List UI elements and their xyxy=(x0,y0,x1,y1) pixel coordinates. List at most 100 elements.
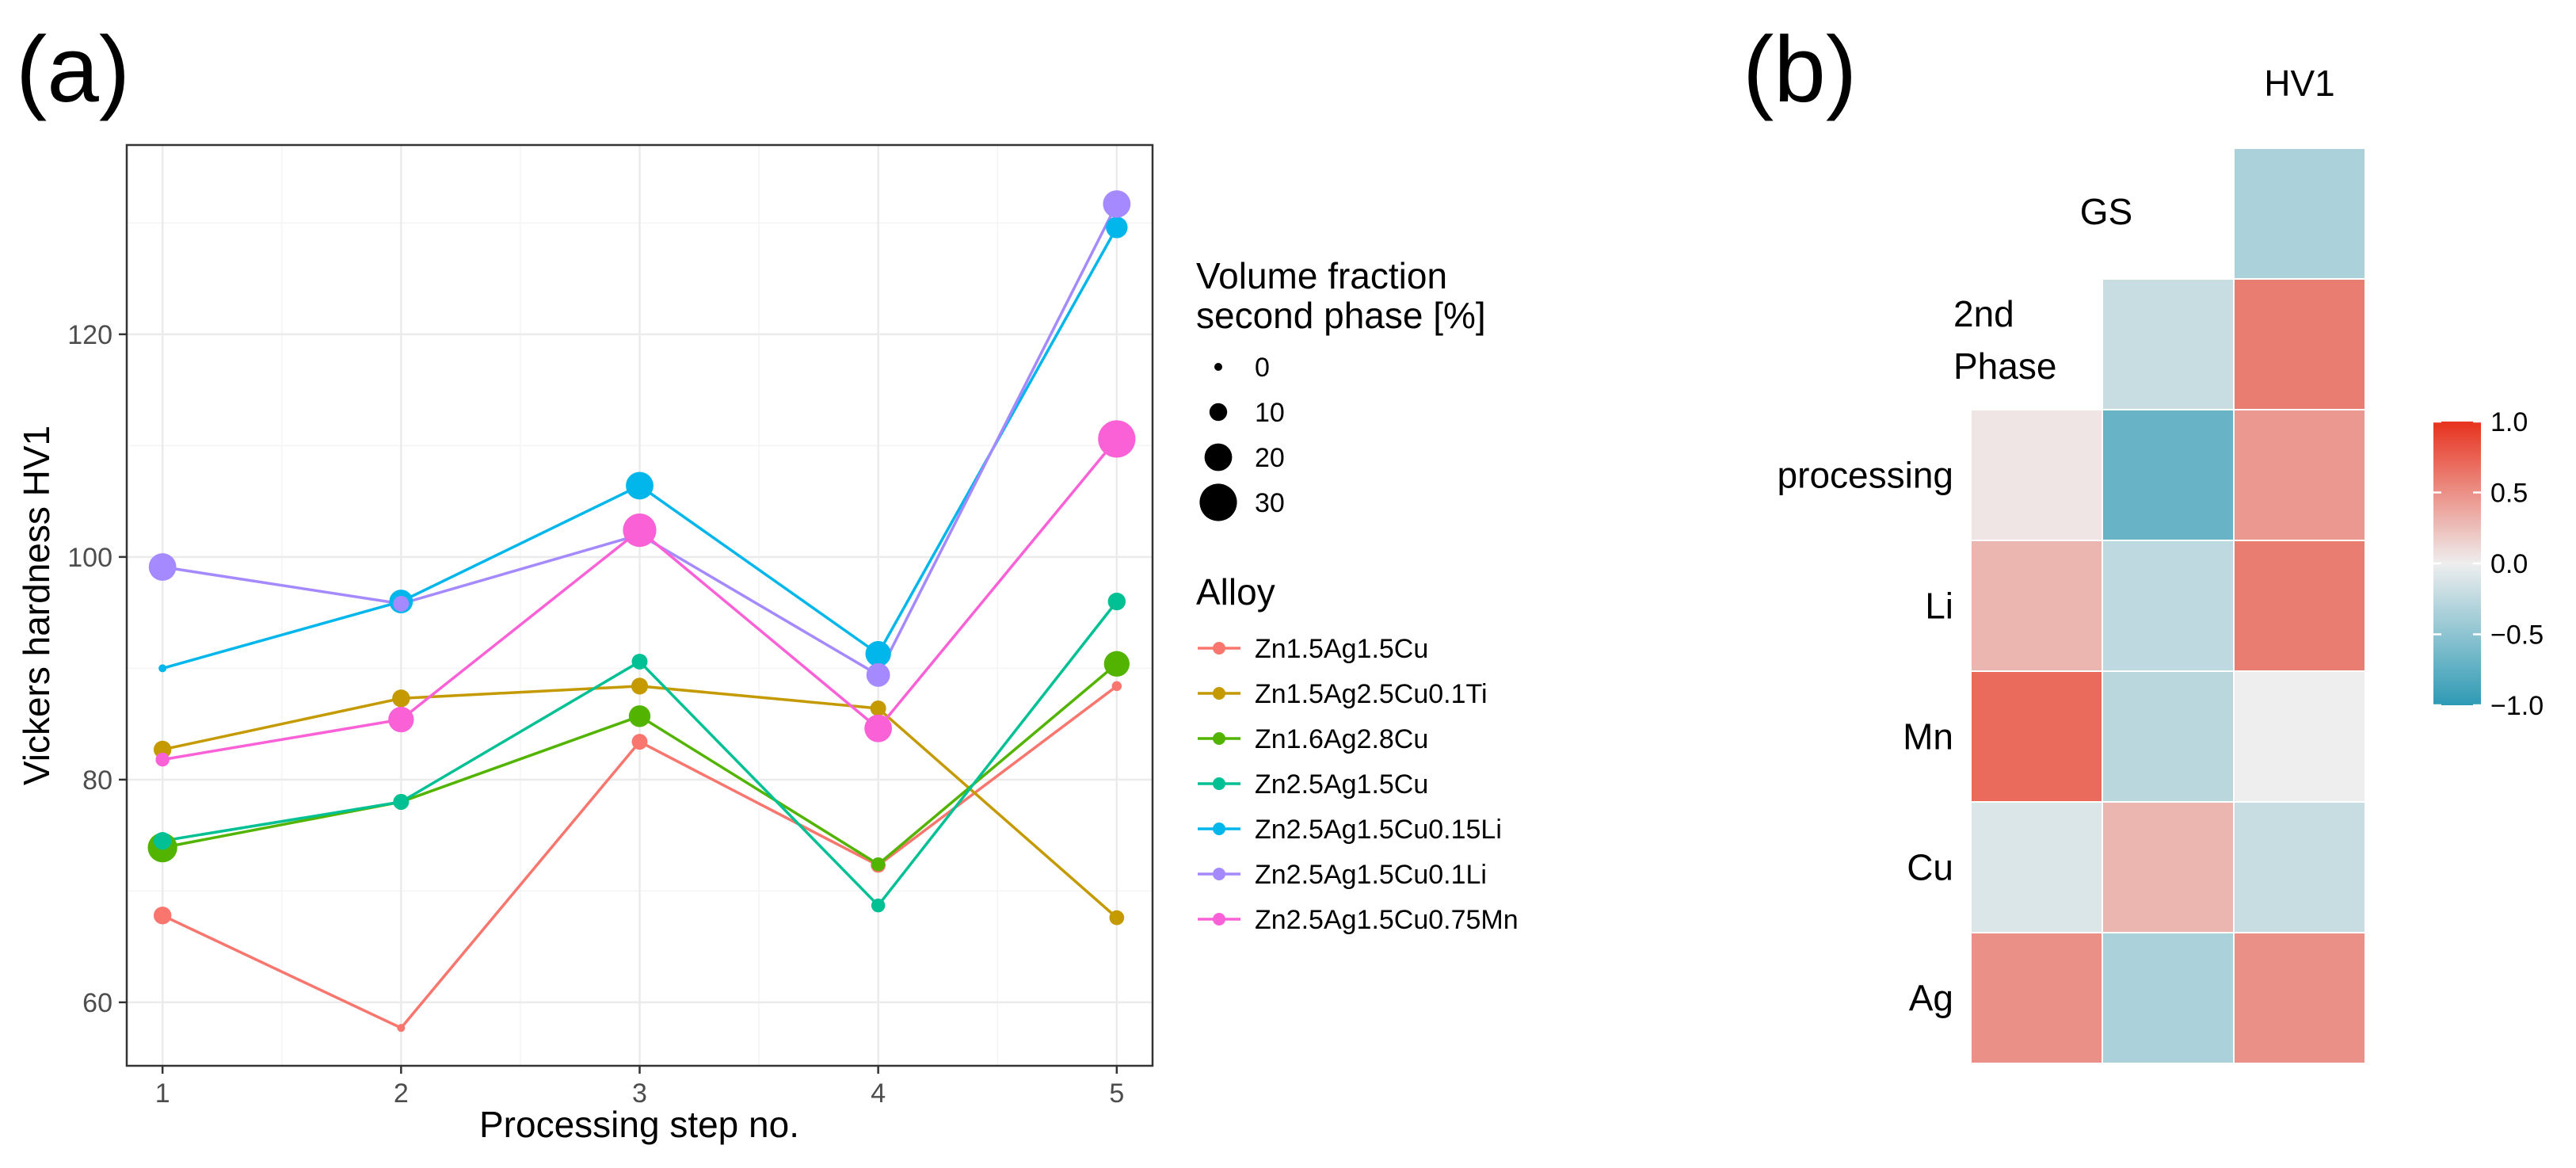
x-tick-label: 1 xyxy=(155,1078,170,1109)
color-legend-key xyxy=(1213,913,1225,926)
data-point xyxy=(1111,681,1122,692)
data-point xyxy=(392,689,410,708)
data-point xyxy=(628,705,651,727)
data-point xyxy=(393,595,410,612)
color-legend-key xyxy=(1213,687,1225,700)
data-point xyxy=(626,471,654,500)
color-legend-key xyxy=(1213,777,1225,790)
heatmap-cell xyxy=(2102,670,2235,803)
x-axis-title: Processing step no. xyxy=(479,1104,799,1145)
heatmap-cell xyxy=(2102,278,2235,410)
heatmap-row-label: Mn xyxy=(1903,716,1953,758)
x-tick-label: 3 xyxy=(632,1078,647,1109)
data-point xyxy=(153,740,172,759)
data-point xyxy=(864,714,893,742)
heatmap-labels: HV1 GS 2nd Phase processing Li Mn Cu Ag xyxy=(1778,63,2335,1019)
heatmap-cell xyxy=(1970,540,2103,672)
heatmap-label-HV1: HV1 xyxy=(2264,63,2334,104)
heatmap-cell xyxy=(2233,147,2366,280)
data-point xyxy=(631,678,649,695)
color-legend-label: Zn1.5Ag2.5Cu0.1Ti xyxy=(1255,679,1488,709)
data-point xyxy=(631,653,648,670)
size-legend-title-line2: second phase [%] xyxy=(1196,295,1486,336)
data-point xyxy=(871,898,886,913)
color-legend-key xyxy=(1213,868,1225,880)
heatmap-cell xyxy=(2102,932,2235,1064)
color-legend-label: Zn1.6Ag2.8Cu xyxy=(1255,724,1428,754)
color-scale-legend: 1.0 0.5 0.0 −0.5 −1.0 xyxy=(2433,407,2544,721)
heatmap-cell xyxy=(2233,670,2366,803)
x-tick-label: 2 xyxy=(394,1078,409,1109)
size-legend-key xyxy=(1204,443,1233,471)
y-axis: 60 80 100 120 xyxy=(67,320,127,1018)
size-legend-label: 20 xyxy=(1255,443,1285,473)
data-point xyxy=(623,513,657,548)
data-point xyxy=(1106,216,1128,239)
y-tick-label: 120 xyxy=(67,320,112,350)
heatmap-cell xyxy=(1970,801,2103,933)
line-chart: 60 80 100 120 1 2 3 4 5 Processing step no. Vic… xyxy=(16,143,1154,1145)
y-tick-label: 80 xyxy=(82,765,112,796)
data-point xyxy=(1109,910,1125,926)
data-point xyxy=(388,706,414,733)
color-scale-label: −0.5 xyxy=(2490,620,2544,651)
size-legend: Volume fraction second phase [%] 0 10 20 30 xyxy=(1196,255,1486,521)
panel-b: (b) HV1 GS 2nd Phase processing Li Mn Cu Ag 1.0 0… xyxy=(1743,17,2544,1064)
data-point xyxy=(1103,651,1130,677)
size-legend-key xyxy=(1209,403,1228,422)
color-legend-title: Alloy xyxy=(1196,571,1275,613)
data-point xyxy=(865,640,891,667)
color-legend-label: Zn1.5Ag1.5Cu xyxy=(1255,634,1428,664)
heatmap-cell xyxy=(2233,932,2366,1064)
heatmap-row-label: Li xyxy=(1925,586,1953,627)
color-scale-label: 0.0 xyxy=(2490,549,2528,579)
y-tick-label: 100 xyxy=(67,543,112,573)
heatmap-cell xyxy=(2102,540,2235,672)
panel-a-label: (a) xyxy=(16,17,130,122)
heatmap-label-GS: GS xyxy=(2080,191,2132,232)
heatmap-label-2nd-phase: 2nd xyxy=(1953,293,2014,334)
data-point xyxy=(153,907,172,925)
size-legend-label: 10 xyxy=(1255,398,1285,428)
data-point xyxy=(870,700,886,716)
color-scale-label: 1.0 xyxy=(2490,407,2528,437)
x-axis: 1 2 3 4 5 xyxy=(155,1066,1124,1109)
size-legend-label: 0 xyxy=(1255,353,1270,383)
data-point xyxy=(871,857,886,872)
data-point xyxy=(155,752,170,767)
heatmap-cell xyxy=(2233,278,2366,410)
color-legend-label: Zn2.5Ag1.5Cu xyxy=(1255,769,1428,800)
data-point xyxy=(1103,190,1131,218)
x-tick-label: 5 xyxy=(1109,1078,1124,1109)
data-point xyxy=(158,664,167,673)
heatmap-cell xyxy=(2102,409,2235,541)
color-legend: Alloy Zn1.5Ag1.5Cu Zn1.5Ag2.5Cu0.1Ti Zn1.6… xyxy=(1196,571,1519,935)
color-legend-key xyxy=(1213,823,1225,835)
data-point xyxy=(1107,592,1126,611)
heatmap-cells xyxy=(1970,147,2366,1064)
size-legend-title-line1: Volume fraction xyxy=(1196,255,1447,296)
y-axis-title: Vickers hardness HV1 xyxy=(16,426,57,785)
size-legend-key xyxy=(1214,363,1222,371)
heatmap-cell xyxy=(1970,932,2103,1064)
heatmap-cell xyxy=(2233,540,2366,672)
color-scale-label: −1.0 xyxy=(2490,691,2544,721)
heatmap-cell xyxy=(1970,409,2103,541)
data-point xyxy=(393,794,410,810)
heatmap-cell xyxy=(1970,670,2103,803)
data-point xyxy=(153,831,172,850)
heatmap-label-2nd-phase: Phase xyxy=(1953,345,2056,387)
data-point xyxy=(1098,420,1136,458)
x-tick-label: 4 xyxy=(871,1078,886,1109)
heatmap-row-label: Cu xyxy=(1907,847,1953,888)
color-legend-label: Zn2.5Ag1.5Cu0.15Li xyxy=(1255,815,1502,845)
color-scale-label: 0.5 xyxy=(2490,479,2528,509)
panel-b-label: (b) xyxy=(1743,17,1857,122)
color-legend-label: Zn2.5Ag1.5Cu0.75Mn xyxy=(1255,905,1519,935)
heatmap-row-label: Ag xyxy=(1909,978,1953,1019)
size-legend-key xyxy=(1199,483,1237,521)
y-tick-label: 60 xyxy=(82,988,112,1018)
heatmap-cell xyxy=(2102,801,2235,933)
